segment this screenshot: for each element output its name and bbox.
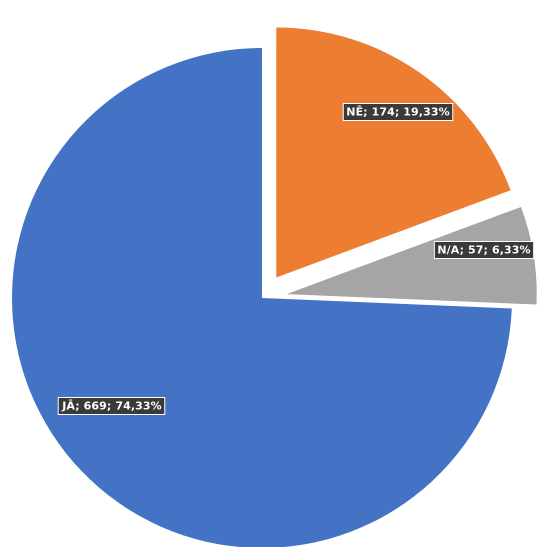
data-label-box: [57, 397, 166, 415]
pie-slice-n-a: [286, 206, 537, 305]
pie-slices: [12, 27, 537, 547]
data-label-0: JĀ; 669; 74,33%: [57, 397, 166, 415]
data-label-box: [433, 241, 535, 259]
data-label-1: NĒ; 174; 19,33%: [342, 103, 454, 121]
pie-labels: JĀ; 669; 74,33% NĒ; 174; 19,33% N/A; 57; 6…: [57, 103, 535, 415]
pie-slice-n: [276, 27, 511, 278]
data-label-box: [342, 103, 454, 121]
pie-slice-j: [12, 48, 512, 547]
data-label-text: NĒ; 174; 19,33%: [346, 106, 449, 119]
data-label-text: JĀ; 669; 74,33%: [61, 400, 162, 413]
data-label-2: N/A; 57; 6,33%: [433, 241, 535, 259]
data-label-text: N/A; 57; 6,33%: [437, 244, 530, 257]
